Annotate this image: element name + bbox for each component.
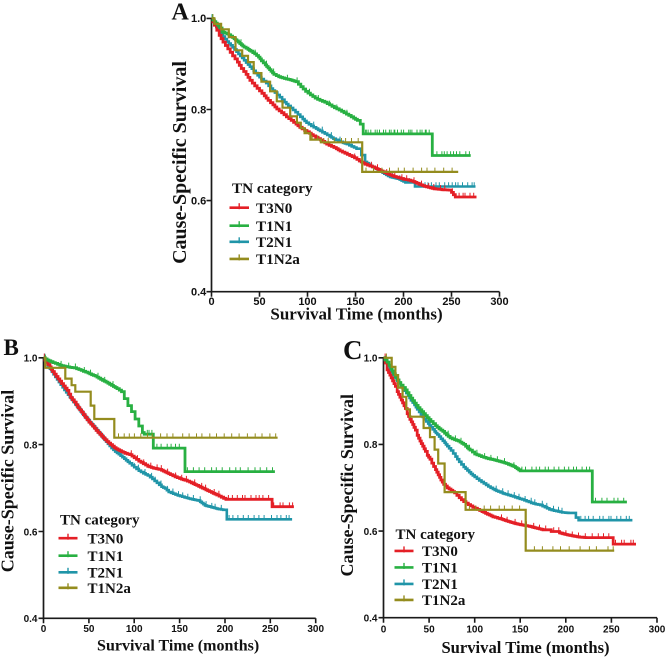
svg-text:300: 300 <box>649 625 666 636</box>
svg-text:50: 50 <box>253 296 265 308</box>
svg-text:T1N1: T1N1 <box>422 561 458 577</box>
svg-text:0: 0 <box>41 624 47 635</box>
svg-text:TN category: TN category <box>232 180 313 197</box>
svg-text:T2N1: T2N1 <box>88 566 124 582</box>
svg-text:200: 200 <box>394 296 412 308</box>
svg-text:0.4: 0.4 <box>364 614 378 625</box>
svg-text:C: C <box>343 335 363 365</box>
svg-text:250: 250 <box>442 296 460 308</box>
svg-text:TN category: TN category <box>396 527 476 543</box>
svg-text:250: 250 <box>603 625 620 636</box>
svg-text:0.6: 0.6 <box>191 195 206 207</box>
svg-text:T3N0: T3N0 <box>88 532 124 548</box>
svg-text:250: 250 <box>262 624 279 635</box>
svg-text:B: B <box>4 335 19 360</box>
svg-text:T1N1: T1N1 <box>256 218 292 235</box>
svg-text:Cause-Specific Survival: Cause-Specific Survival <box>169 61 191 264</box>
svg-text:T2N1: T2N1 <box>422 577 458 593</box>
svg-text:Survival Time (months): Survival Time (months) <box>441 638 609 657</box>
svg-text:T3N0: T3N0 <box>422 544 458 560</box>
svg-text:150: 150 <box>512 625 529 636</box>
svg-text:T1N2a: T1N2a <box>256 251 300 268</box>
svg-text:TN category: TN category <box>60 513 140 529</box>
svg-text:T2N1: T2N1 <box>256 234 292 251</box>
svg-text:Cause-Specific Survival: Cause-Specific Survival <box>337 394 357 576</box>
svg-text:0.6: 0.6 <box>24 527 38 538</box>
svg-text:0.4: 0.4 <box>24 614 38 625</box>
svg-text:T3N0: T3N0 <box>256 200 293 217</box>
svg-text:Cause-Specific Survival: Cause-Specific Survival <box>0 390 18 573</box>
svg-text:0.6: 0.6 <box>364 527 378 538</box>
svg-text:100: 100 <box>298 296 316 308</box>
svg-text:50: 50 <box>424 625 436 636</box>
svg-text:1.0: 1.0 <box>191 13 206 25</box>
svg-text:100: 100 <box>466 625 483 636</box>
svg-text:300: 300 <box>490 296 508 308</box>
svg-text:150: 150 <box>346 296 364 308</box>
svg-text:A: A <box>172 0 190 26</box>
svg-text:150: 150 <box>171 624 188 635</box>
svg-text:0.8: 0.8 <box>24 440 38 451</box>
svg-text:0.8: 0.8 <box>364 440 378 451</box>
svg-text:1.0: 1.0 <box>364 354 378 365</box>
svg-text:100: 100 <box>126 624 143 635</box>
svg-text:T1N1: T1N1 <box>88 549 124 565</box>
svg-text:Survival Time (months): Survival Time (months) <box>97 638 259 655</box>
svg-text:0: 0 <box>208 296 214 308</box>
svg-text:0: 0 <box>381 625 387 636</box>
svg-text:50: 50 <box>83 624 95 635</box>
svg-text:300: 300 <box>307 624 324 635</box>
svg-text:Survival Time (months): Survival Time (months) <box>270 305 442 324</box>
svg-text:1.0: 1.0 <box>24 354 38 365</box>
svg-text:0.4: 0.4 <box>191 287 207 299</box>
svg-text:200: 200 <box>217 624 234 635</box>
svg-text:0.8: 0.8 <box>191 104 206 116</box>
svg-text:T1N2a: T1N2a <box>88 581 132 597</box>
svg-text:200: 200 <box>557 625 574 636</box>
svg-text:T1N2a: T1N2a <box>422 593 466 609</box>
